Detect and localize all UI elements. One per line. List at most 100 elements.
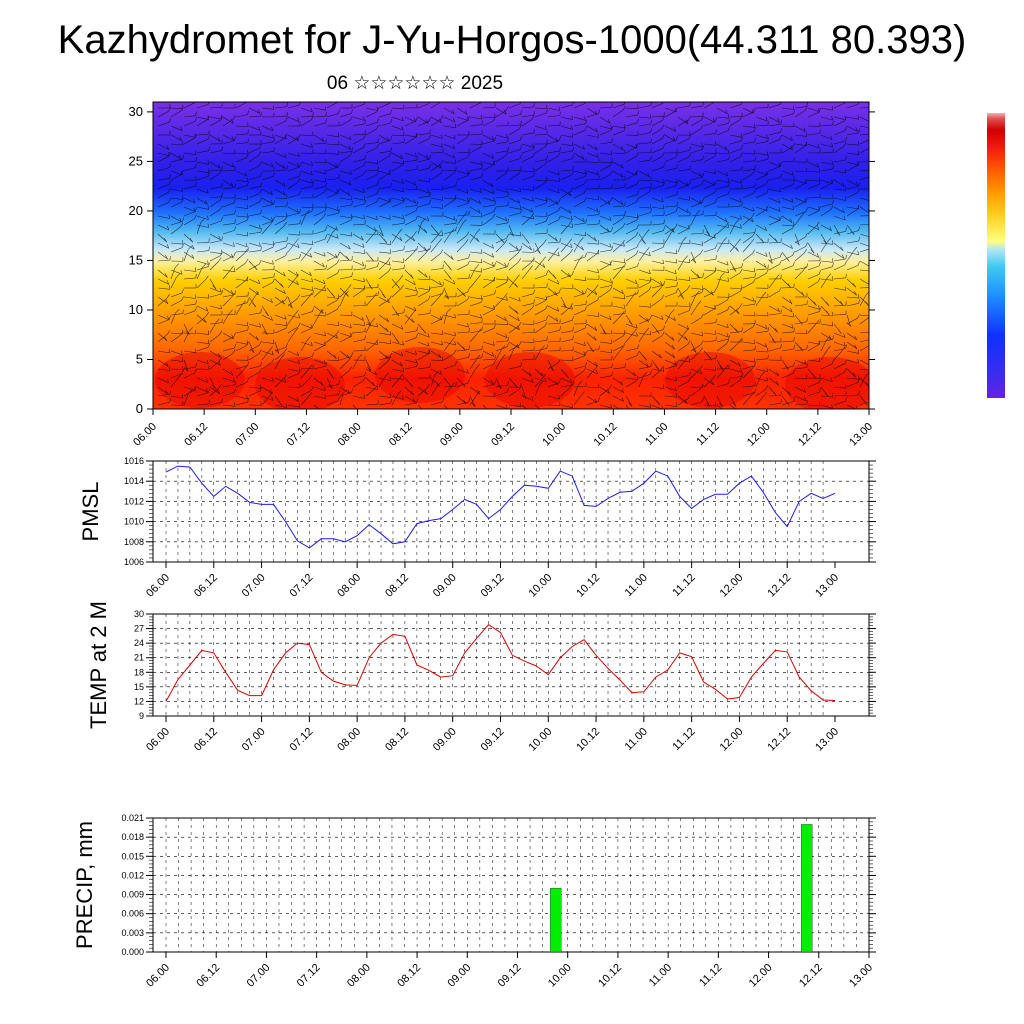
- wind-barb: [391, 164, 403, 172]
- wind-barb: [807, 133, 820, 136]
- wind-barb-flag: [662, 102, 664, 104]
- wind-barb-flag: [581, 155, 585, 160]
- wind-barb: [781, 113, 794, 118]
- wind-barb: [508, 305, 519, 315]
- wind-barb-flag: [740, 152, 743, 157]
- wind-barb-flag: [732, 402, 737, 407]
- wind-barb-flag: [764, 343, 768, 348]
- wind-barb-flag: [584, 188, 587, 193]
- wind-barb-flag: [831, 106, 834, 111]
- wind-barb: [196, 242, 210, 244]
- wind-barb: [755, 323, 768, 330]
- wind-barb: [677, 278, 690, 281]
- x-tick-label: 07.00: [240, 726, 268, 754]
- y-tick-label: 21: [134, 653, 144, 663]
- wind-barb: [547, 330, 560, 334]
- wind-barb: [768, 242, 782, 244]
- wind-barb-flag: [663, 325, 665, 330]
- wind-barb: [677, 305, 691, 307]
- wind-barb-flag: [168, 198, 171, 203]
- wind-barb: [222, 170, 236, 172]
- wind-barb: [664, 224, 675, 233]
- wind-barb: [781, 228, 793, 235]
- wind-barb: [807, 391, 820, 397]
- wind-barb-flag: [424, 410, 427, 414]
- wind-barb-flag: [363, 170, 366, 175]
- wind-barb-flag: [768, 259, 773, 264]
- wind-barb-flag: [208, 246, 210, 251]
- wind-barb: [586, 332, 597, 341]
- wind-barb: [638, 105, 651, 109]
- wind-barb-flag: [416, 362, 418, 367]
- wind-barb: [586, 287, 598, 295]
- wind-barb: [430, 173, 442, 181]
- wind-barb: [339, 259, 353, 262]
- x-tick-label: 12.12: [765, 726, 793, 754]
- wind-barb-flag: [751, 212, 755, 218]
- wind-barb: [846, 265, 859, 271]
- wind-barb-flag: [791, 171, 794, 176]
- wind-barb-flag: [519, 102, 522, 104]
- wind-barb: [820, 183, 832, 190]
- wind-barb-flag: [501, 354, 506, 359]
- x-tick-label: 07.12: [285, 421, 313, 449]
- wind-barb: [287, 395, 299, 402]
- wind-barb: [456, 151, 470, 154]
- wind-barb-flag: [505, 333, 508, 338]
- wind-barb-flag: [231, 293, 235, 298]
- wind-barb: [768, 138, 781, 145]
- wind-barb: [326, 377, 333, 389]
- wind-barb: [534, 368, 545, 378]
- wind-barb-flag: [701, 331, 703, 336]
- wind-barb-flag: [385, 354, 389, 359]
- wind-barb: [690, 287, 703, 290]
- wind-barb-flag: [273, 200, 275, 205]
- wind-barb-flag: [312, 307, 314, 312]
- wind-barb: [196, 315, 207, 325]
- wind-barb-flag: [467, 323, 469, 328]
- wind-barb-flag: [594, 326, 598, 331]
- wind-barb: [157, 402, 170, 406]
- wind-barb: [716, 159, 729, 163]
- wind-barb: [612, 367, 625, 370]
- wind-barb-flag: [416, 290, 418, 295]
- wind-barb: [196, 224, 209, 228]
- wind-barb-flag: [219, 169, 223, 174]
- wind-barb: [183, 160, 197, 163]
- wind-barb: [404, 210, 417, 217]
- y-tick-label: 0.003: [121, 928, 144, 938]
- wind-barb: [287, 350, 300, 357]
- wind-barb-flag: [830, 135, 833, 140]
- wind-barb-flag: [766, 188, 769, 193]
- wind-barb-flag: [805, 232, 808, 238]
- wind-barb: [456, 197, 469, 202]
- wind-barb: [846, 332, 858, 341]
- wind-barb: [443, 134, 456, 140]
- wind-barb: [209, 169, 223, 172]
- wind-barb: [625, 170, 638, 176]
- wind-barb-flag: [415, 287, 417, 292]
- wind-barb: [391, 188, 404, 193]
- wind-barb-flag: [789, 299, 793, 304]
- wind-barb: [209, 220, 222, 226]
- wind-barb-flag: [584, 126, 587, 131]
- wind-barb: [729, 140, 742, 145]
- wind-barb-flag: [323, 341, 326, 346]
- wind-barb-flag: [684, 328, 689, 333]
- wind-barb: [690, 368, 703, 375]
- wind-barb-flag: [167, 378, 170, 383]
- wind-barb: [469, 302, 482, 307]
- wind-barb: [300, 356, 313, 361]
- wind-barb-flag: [675, 288, 678, 293]
- wind-barb-flag: [324, 206, 327, 212]
- wind-barb: [846, 303, 859, 307]
- wind-barb-flag: [168, 151, 170, 157]
- wind-barb: [560, 143, 573, 147]
- wind-barb-flag: [320, 381, 324, 386]
- wind-barb: [846, 179, 858, 186]
- wind-barb: [625, 247, 638, 253]
- wind-barb-flag: [804, 106, 808, 111]
- wind-barb: [781, 278, 791, 288]
- wind-barb-flag: [402, 160, 405, 166]
- wind-barb: [209, 150, 222, 154]
